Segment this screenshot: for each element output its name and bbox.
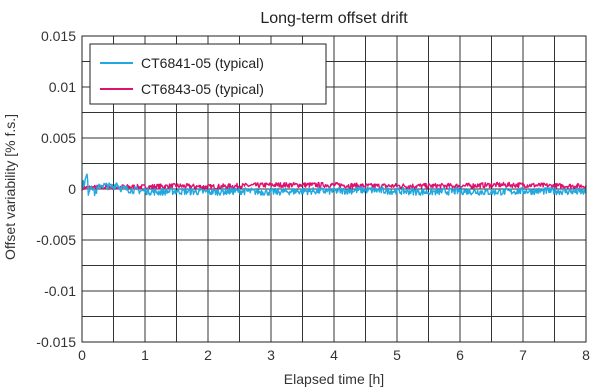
chart-title: Long-term offset drift <box>260 10 408 27</box>
x-tick-label-6: 6 <box>456 347 464 363</box>
y-tick-label-1: 0.01 <box>49 79 76 95</box>
x-axis-label: Elapsed time [h] <box>284 371 384 387</box>
x-tick-label-1: 1 <box>141 347 149 363</box>
x-tick-labels: 0 1 2 3 4 5 6 7 8 <box>78 347 590 363</box>
x-tick-label-7: 7 <box>519 347 527 363</box>
legend: CT6841-05 (typical) CT6843-05 (typical) <box>89 43 327 105</box>
legend-box <box>89 43 327 105</box>
x-tick-label-8: 8 <box>582 347 590 363</box>
series-layer <box>81 173 587 197</box>
series-line-0 <box>81 173 587 197</box>
x-tick-label-4: 4 <box>330 347 338 363</box>
legend-label-ct6843: CT6843-05 (typical) <box>141 81 264 97</box>
x-tick-label-3: 3 <box>267 347 275 363</box>
x-tick-label-2: 2 <box>204 347 212 363</box>
legend-label-ct6841: CT6841-05 (typical) <box>141 55 264 71</box>
y-tick-label-5: -0.01 <box>44 283 76 299</box>
x-tick-label-0: 0 <box>78 347 86 363</box>
y-tick-label-3: 0 <box>68 181 76 197</box>
y-tick-labels: 0.015 0.01 0.005 0 -0.005 -0.01 -0.015 <box>36 28 76 350</box>
plot-frame <box>81 35 587 343</box>
y-axis-label: Offset variability [% f.s.] <box>2 114 18 260</box>
x-tick-label-5: 5 <box>393 347 401 363</box>
y-tick-label-2: 0.005 <box>41 130 76 146</box>
series-line-1 <box>81 181 587 191</box>
y-tick-label-4: -0.005 <box>36 232 76 248</box>
y-tick-label-0: 0.015 <box>41 28 76 44</box>
y-tick-label-6: -0.015 <box>36 334 76 350</box>
